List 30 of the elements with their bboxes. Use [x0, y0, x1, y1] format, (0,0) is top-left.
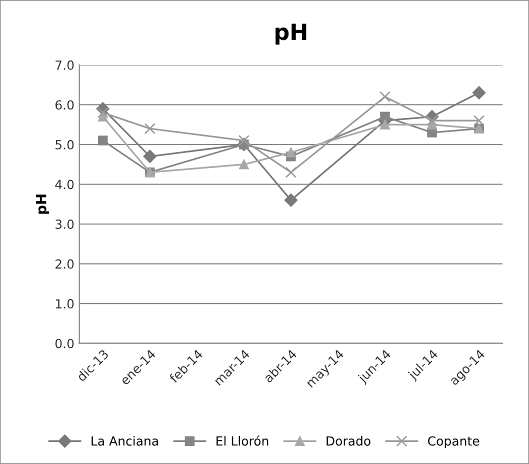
point [426, 115, 438, 126]
chart-title: pH [276, 24, 306, 45]
point [144, 123, 156, 134]
point [380, 112, 390, 122]
y-tick-label: 0.0 [55, 338, 74, 348]
y-tick-label: 1.0 [56, 299, 74, 309]
legend-label: El Llorón [216, 436, 268, 446]
y-tick-label: 2.0 [56, 259, 74, 269]
legend-label: Copante [428, 436, 480, 448]
y-tick-label: 3.0 [56, 220, 74, 229]
point [284, 194, 298, 207]
point [380, 120, 390, 130]
legend-label: Dorado [326, 436, 370, 446]
point [97, 107, 108, 118]
y-tick-label: 4.0 [55, 180, 74, 190]
point [379, 91, 391, 102]
point [286, 148, 296, 158]
point [473, 115, 485, 126]
point [98, 112, 108, 122]
point [285, 166, 297, 178]
point [472, 86, 486, 100]
y-tick-label: 5.0 [56, 140, 74, 150]
y-tick-label: 6.0 [55, 100, 74, 110]
legend-label: La Anciana [92, 436, 158, 446]
y-tick-label: 7.0 [56, 60, 74, 70]
point [238, 134, 250, 146]
point [98, 136, 108, 146]
point [239, 160, 249, 170]
point [143, 150, 156, 164]
y-axis-title: pH [36, 194, 50, 214]
